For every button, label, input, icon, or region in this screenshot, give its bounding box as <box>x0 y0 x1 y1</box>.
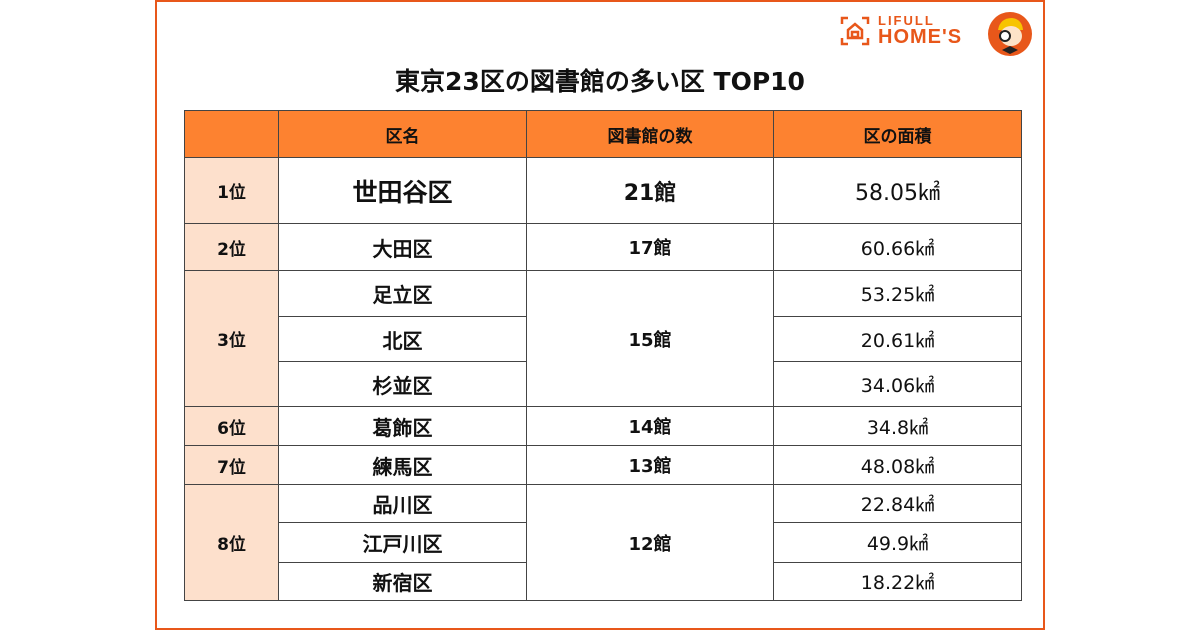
library-count-cell: 12館 <box>526 484 774 601</box>
library-count-cell: 15館 <box>526 270 774 407</box>
table-row: 杉並区 34.06㎢ <box>185 361 1022 407</box>
rank-cell: 3位 <box>184 270 279 407</box>
ward-name-cell: 葛飾区 <box>278 406 527 446</box>
mascot-icon <box>988 12 1032 56</box>
library-count-cell: 17館 <box>526 223 774 271</box>
ward-name-cell: 江戸川区 <box>278 522 527 563</box>
table-header-row: 区名 図書館の数 区の面積 <box>184 110 1022 158</box>
table-row: 2位 大田区 17館 60.66㎢ <box>184 223 1022 271</box>
area-cell: 22.84㎢ <box>773 484 1022 523</box>
ward-name-cell: 世田谷区 <box>278 157 527 224</box>
ranking-table: 区名 図書館の数 区の面積 1位 世田谷区 21館 58.05㎢ 2位 大田区 17館 60.66… <box>184 110 1022 601</box>
table-row: 6位 葛飾区 14館 34.8㎢ <box>184 406 1022 446</box>
page-title: 東京23区の図書館の多い区 TOP10 <box>395 67 805 96</box>
rank-cell: 2位 <box>184 223 279 271</box>
ward-name-cell: 北区 <box>278 316 527 362</box>
ward-name-cell: 新宿区 <box>278 562 527 601</box>
table-row: 1位 世田谷区 21館 58.05㎢ <box>184 157 1022 224</box>
library-count-cell: 13館 <box>526 445 774 485</box>
area-cell: 53.25㎢ <box>773 270 1022 317</box>
rank-cell: 7位 <box>184 445 279 485</box>
ward-name-cell: 大田区 <box>278 223 527 271</box>
area-cell: 49.9㎢ <box>773 522 1022 563</box>
area-cell: 20.61㎢ <box>773 316 1022 362</box>
area-cell: 48.08㎢ <box>773 445 1022 485</box>
column-header <box>184 110 279 158</box>
brand-line1: LIFULL <box>878 13 935 28</box>
ward-name-cell: 練馬区 <box>278 445 527 485</box>
ward-name-cell: 品川区 <box>278 484 527 523</box>
brand-logo: LIFULL HOME'S <box>840 14 962 47</box>
rank-cell: 1位 <box>184 157 279 224</box>
image-frame <box>155 0 1045 630</box>
column-header: 区名 <box>278 110 527 158</box>
ward-name-cell: 杉並区 <box>278 361 527 407</box>
area-cell: 18.22㎢ <box>773 562 1022 601</box>
table-row: 江戸川区 49.9㎢ <box>185 522 1022 563</box>
table-row: 8位 品川区 12館 22.84㎢ <box>184 484 1022 601</box>
table-row: 3位 足立区 15館 53.25㎢ <box>184 270 1022 407</box>
table-row: 7位 練馬区 13館 48.08㎢ <box>184 445 1022 485</box>
table-row: 北区 20.61㎢ <box>185 316 1022 362</box>
column-header: 図書館の数 <box>526 110 774 158</box>
area-cell: 34.06㎢ <box>773 361 1022 407</box>
library-count-cell: 14館 <box>526 406 774 446</box>
library-count-cell: 21館 <box>526 157 774 224</box>
area-cell: 34.8㎢ <box>773 406 1022 446</box>
area-cell: 58.05㎢ <box>773 157 1022 224</box>
house-icon <box>840 16 870 46</box>
brand-line2: HOME'S <box>878 26 963 48</box>
rank-cell: 8位 <box>184 484 279 601</box>
table-row: 新宿区 18.22㎢ <box>185 562 1022 601</box>
ward-name-cell: 足立区 <box>278 270 527 317</box>
area-cell: 60.66㎢ <box>773 223 1022 271</box>
rank-cell: 6位 <box>184 406 279 446</box>
column-header: 区の面積 <box>773 110 1022 158</box>
